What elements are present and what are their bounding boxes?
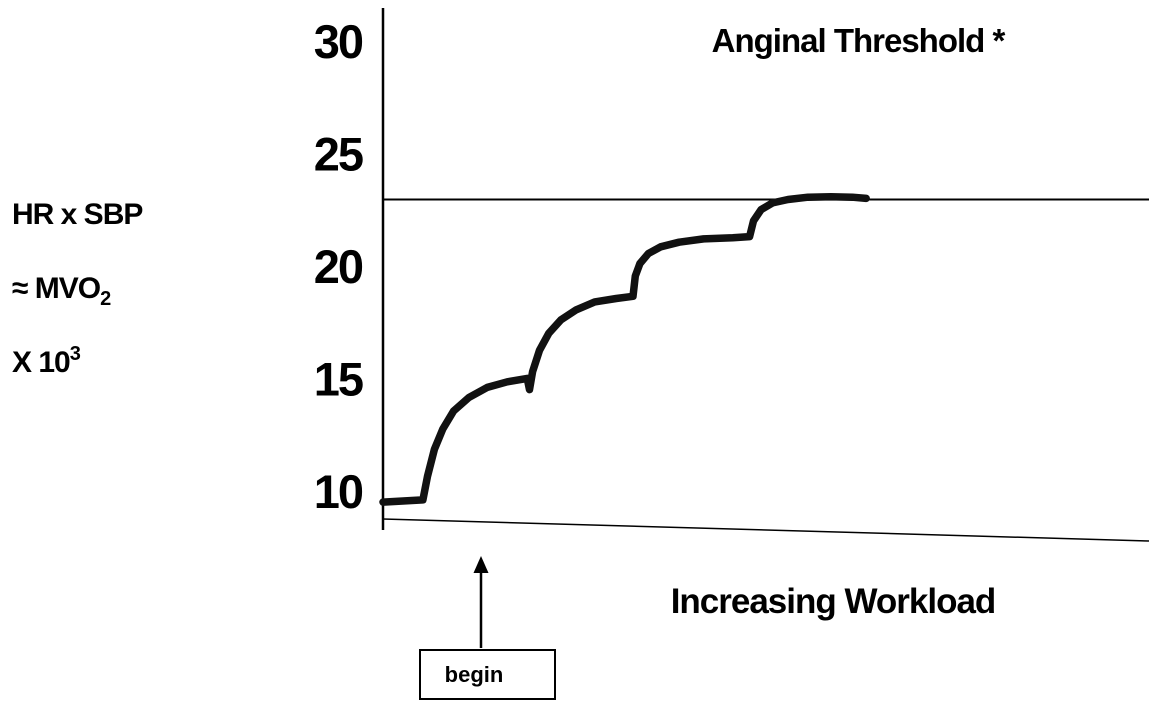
rate-pressure-curve xyxy=(379,193,870,506)
y-tick-label: 25 xyxy=(314,128,363,181)
x-axis-title: Increasing Workload xyxy=(671,582,996,621)
y-tick-label: 20 xyxy=(314,240,363,293)
begin-label: begin xyxy=(445,662,504,687)
y-axis-label-line: HR x SBP xyxy=(12,198,142,231)
y-tick-label: 30 xyxy=(314,15,363,68)
begin-annotation: begin xyxy=(419,556,556,700)
y-tick-label: 15 xyxy=(314,353,363,406)
begin-box xyxy=(419,649,556,700)
y-tick-label: 10 xyxy=(314,465,363,518)
x-axis-line xyxy=(382,518,1150,542)
y-axis-label-line: X 103 xyxy=(12,343,81,379)
chart-title: Anginal Threshold * xyxy=(712,22,1006,59)
y-axis-label-line: ≈ MVO2 xyxy=(12,272,111,310)
y-axis-tick-labels: 30 25 20 15 10 xyxy=(314,15,365,518)
begin-arrow-head xyxy=(473,556,489,573)
y-axis-label: HR x SBP ≈ MVO2 X 103 xyxy=(12,198,143,379)
